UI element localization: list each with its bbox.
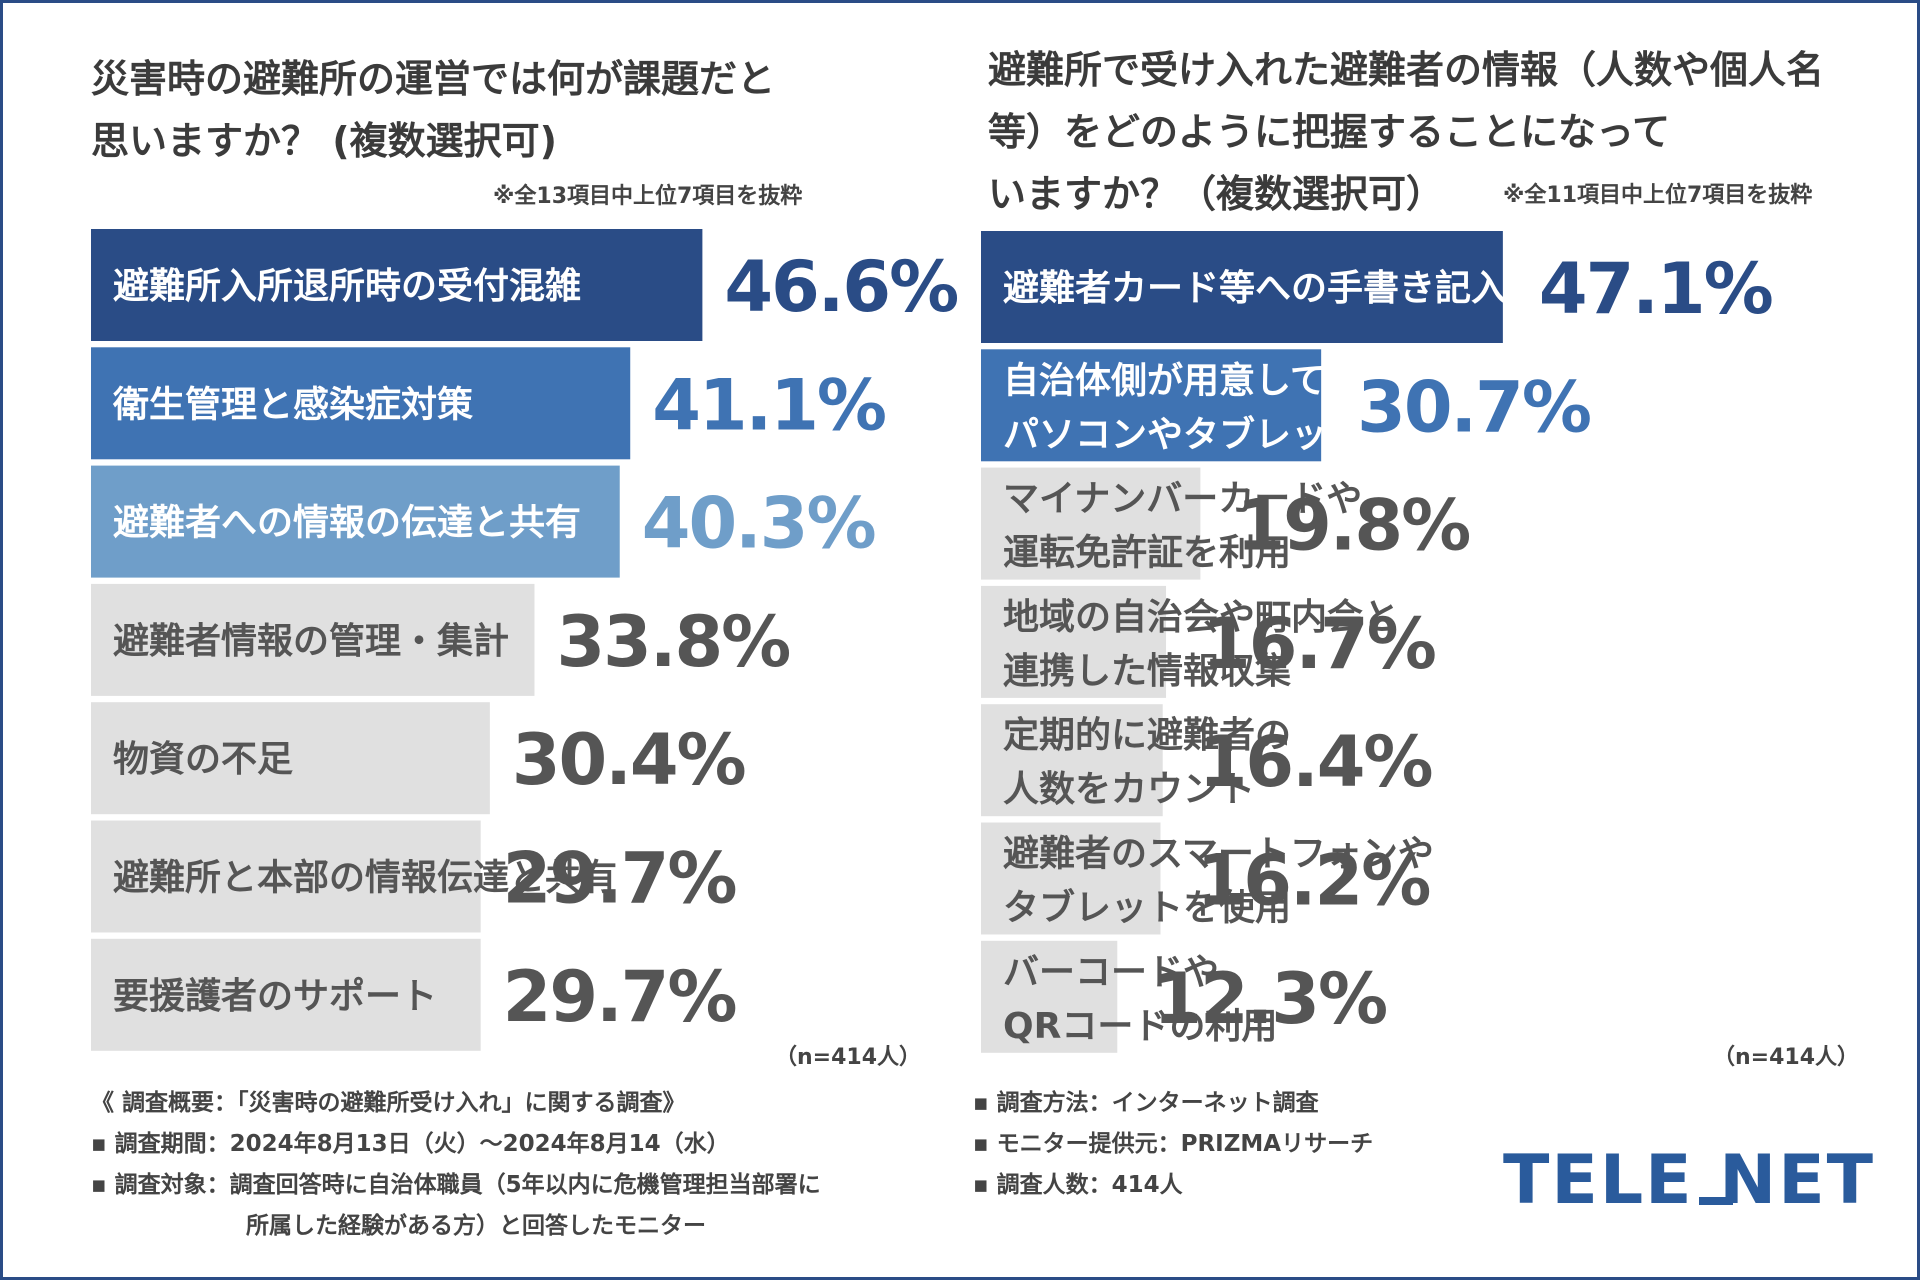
left-bar-chart: 避難所入所退所時の受付混雑 46.6% 衛生管理と感染症対策 41.1% 避難者への情報… [91, 229, 959, 1051]
bar-group: 避難者情報の管理・集計 33.8% [91, 583, 791, 696]
bar-value-label: 16.2% [1196, 840, 1429, 922]
right-title-line-2: 等）をどのように把握することになって [988, 110, 1671, 154]
right-title-line-1: 避難所で受け入れた避難者の情報（人数や個人名 [988, 48, 1825, 92]
survey-monitor-provider: ▪ モニター提供元：PRIZMAリサーチ [973, 1131, 1374, 1157]
bar-value-label: 46.6% [724, 246, 957, 328]
bar [981, 822, 1161, 935]
bar-category-label: 物資の不足 [113, 739, 293, 780]
bar [981, 704, 1163, 817]
right-sample-size: （n=414人） [1713, 1045, 1860, 1070]
bar-category-label: 衛生管理と感染症対策 [112, 384, 473, 425]
bar [91, 702, 490, 815]
bar-category-label: 避難者情報の管理・集計 [113, 621, 509, 662]
bar-category-label: 避難所と本部の情報伝達と共有 [113, 858, 617, 899]
bar-value-label: 12.3% [1153, 958, 1386, 1040]
left-sample-size: （n=414人） [775, 1045, 922, 1070]
bar [91, 583, 535, 696]
bar [981, 467, 1201, 580]
bar [91, 465, 620, 578]
left-title-line-2: 思いますか？ (複数選択可) [91, 119, 557, 163]
bar-value-label: 40.3% [642, 483, 875, 565]
bar-value-label: 30.7% [1357, 366, 1590, 448]
bar-category-label: 避難者のスマートフォンや [1003, 834, 1434, 875]
bar-category-label: 避難所入所退所時の受付混雑 [113, 266, 581, 307]
survey-respondents: ▪ 調査人数：414人 [973, 1172, 1183, 1198]
bar [91, 820, 481, 933]
right-note: ※全11項目中上位7項目を抜粋 [1503, 183, 1813, 208]
bar-category-label: パソコンやタブレットを使用 [1003, 413, 1471, 455]
left-survey-footer: 《 調査概要：「災害時の避難所受け入れ」に関する調査》 ▪ 調査期間：2024年… [91, 1083, 821, 1247]
bar-group: 避難所入所退所時の受付混雑 46.6% [91, 229, 959, 341]
bar-value-label: 41.1% [652, 364, 885, 446]
bar-category-label: 運転免許証を利用 [1003, 533, 1291, 574]
left-panel: 災害時の避難所の運営では何が課題だと 思いますか？ (複数選択可) ※全13項目… [3, 3, 963, 1277]
left-chart-title: 災害時の避難所の運営では何が課題だと 思いますか？ (複数選択可) [91, 48, 775, 172]
bar-category-label: バーコードや [1003, 952, 1219, 993]
survey-title: 《 調査概要：「災害時の避難所受け入れ」に関する調査》 [91, 1090, 686, 1116]
logo-underline-mark [1699, 1197, 1733, 1205]
bar-value-label: 29.7% [503, 956, 736, 1038]
right-bar-chart: 避難者カード等への手書き記入 47.1% 自治体側が用意しているパソコンやタブレット… [981, 231, 1774, 1053]
survey-method: ▪ 調査方法：インターネット調査 [973, 1090, 1319, 1116]
bar-category-label: 避難者への情報の伝達と共有 [113, 503, 581, 544]
bar [91, 229, 703, 341]
bar-group: 衛生管理と感染症対策 41.1% [91, 347, 887, 460]
bar-category-label: 定期的に避難者の [1003, 715, 1291, 756]
bar-category-label: 地域の自治会や町内会と [1003, 597, 1399, 638]
bar-category-label: 連携した情報収集 [1003, 651, 1291, 692]
bar-value-label: 19.8% [1236, 485, 1469, 567]
bar [981, 940, 1118, 1053]
bar [91, 347, 631, 460]
right-chart-title: 避難所で受け入れた避難者の情報（人数や個人名 等）をどのように把握することになっ… [988, 39, 1824, 225]
survey-target: ▪ 調査対象：調査回答時に自治体職員（5年以内に危機管理担当部署に [91, 1172, 821, 1198]
bar [981, 585, 1167, 698]
bar-value-label: 33.8% [556, 601, 789, 683]
right-panel: 避難所で受け入れた避難者の情報（人数や個人名 等）をどのように把握することになっ… [963, 3, 1917, 1277]
bar-category-label: マイナンバーカードや [1003, 479, 1362, 520]
right-title-line-3: いますか？（複数選択可） [988, 172, 1445, 216]
bar-group: 避難者への情報の伝達と共有 40.3% [91, 465, 877, 578]
bar-value-label: 47.1% [1539, 248, 1772, 330]
bar-group: 要援護者のサポート 29.7% [91, 938, 738, 1051]
bar [981, 231, 1503, 343]
bar-group: 物資の不足 30.4% [91, 702, 747, 815]
telenet-logo: TELE NET [1503, 1143, 1875, 1213]
bar-group: 避難者カード等への手書き記入 47.1% [981, 231, 1774, 343]
bar-category-label: タブレットを使用 [1003, 887, 1291, 929]
survey-period: ▪ 調査期間：2024年8月13日（火）〜2024年8月14（水） [91, 1131, 730, 1157]
bar [91, 938, 481, 1051]
telenet-logo-text: TELE NET [1503, 1143, 1875, 1213]
bar-value-label: 16.7% [1202, 603, 1435, 685]
bar-category-label: 避難者カード等への手書き記入 [1003, 268, 1507, 309]
bar-value-label: 30.4% [512, 719, 745, 801]
bar-value-label: 29.7% [503, 838, 736, 920]
bar-category-label: 自治体側が用意している [1003, 360, 1398, 401]
right-survey-footer: ▪ 調査方法：インターネット調査 ▪ モニター提供元：PRIZMAリサーチ ▪ … [973, 1083, 1373, 1206]
bar-value-label: 16.4% [1199, 721, 1432, 803]
bar [981, 349, 1322, 462]
left-note: ※全13項目中上位7項目を抜粋 [493, 184, 803, 209]
left-title-line-1: 災害時の避難所の運営では何が課題だと [91, 57, 776, 101]
bar-category-label: 人数をカウント [1003, 769, 1255, 810]
survey-target-continued: 所属した経験がある方）と回答したモニター [246, 1213, 706, 1239]
bar-category-label: QRコードの利用 [1003, 1006, 1277, 1047]
bar-category-label: 要援護者のサポート [113, 975, 437, 1017]
